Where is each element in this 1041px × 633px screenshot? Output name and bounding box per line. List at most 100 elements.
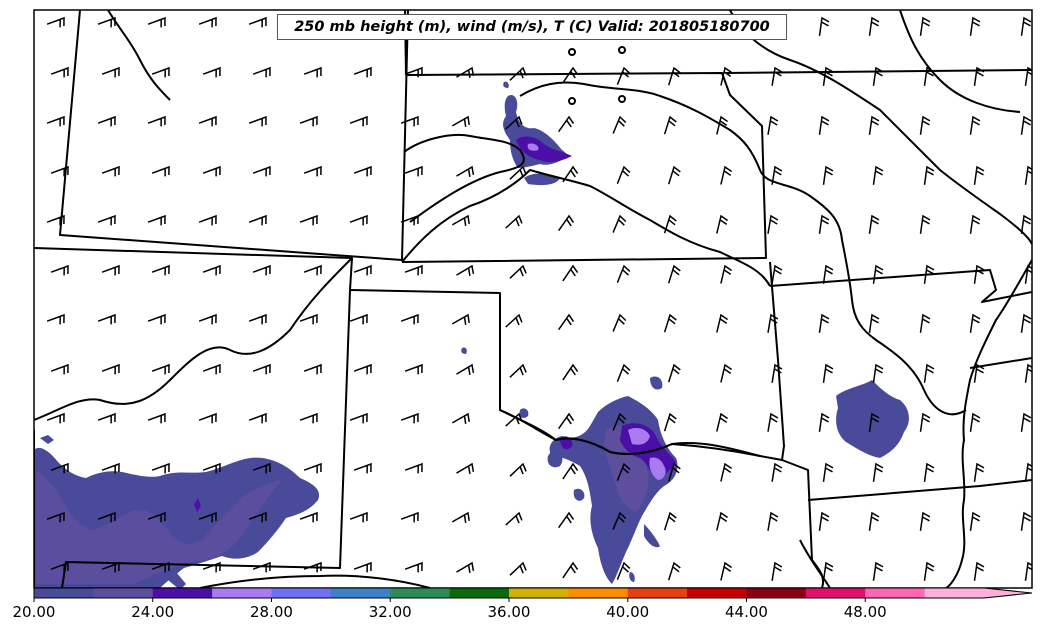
wind-barb bbox=[616, 165, 631, 184]
wind-barb bbox=[353, 561, 372, 573]
wind-barb bbox=[818, 412, 830, 432]
wind-barb bbox=[456, 462, 475, 475]
wind-barb bbox=[868, 313, 880, 333]
wind-barb bbox=[868, 511, 880, 531]
wind-barb bbox=[404, 264, 423, 276]
wind-barb bbox=[456, 363, 475, 376]
wind-barb bbox=[303, 462, 322, 474]
shade-region bbox=[527, 143, 539, 151]
colorbar-bin bbox=[805, 588, 866, 598]
wind-barb bbox=[46, 115, 65, 127]
wind-barb bbox=[505, 412, 523, 427]
wind-barb bbox=[562, 561, 579, 579]
shade-region bbox=[461, 347, 467, 354]
kansas-border bbox=[401, 72, 767, 263]
wind-barb bbox=[767, 115, 779, 135]
wind-barb bbox=[868, 214, 880, 234]
wind-barb bbox=[667, 165, 681, 185]
wind-barb bbox=[202, 561, 221, 573]
wind-barb bbox=[562, 66, 579, 84]
wind-barb bbox=[663, 115, 677, 135]
wind-barb bbox=[303, 363, 322, 375]
wind-barb bbox=[767, 214, 779, 234]
wind-barb bbox=[818, 16, 830, 36]
wind-barb bbox=[822, 264, 834, 284]
wind-barb bbox=[822, 165, 834, 185]
wind-barb bbox=[1024, 561, 1032, 581]
temperature-shading bbox=[34, 81, 909, 588]
wind-barb bbox=[1020, 313, 1032, 333]
wind-barb bbox=[50, 165, 69, 177]
wind-barb bbox=[349, 511, 368, 523]
wind-barb bbox=[1024, 363, 1032, 383]
wind-barb bbox=[252, 66, 271, 78]
wind-barb bbox=[818, 511, 830, 531]
wind-barb bbox=[198, 115, 217, 127]
wind-barb bbox=[872, 66, 884, 86]
wind-barb bbox=[46, 313, 65, 325]
wind-barb bbox=[716, 412, 729, 432]
wind-barb bbox=[923, 363, 935, 383]
wind-barb bbox=[505, 313, 523, 328]
wind-barb bbox=[456, 66, 475, 79]
wind-barb bbox=[557, 115, 575, 133]
wind-barb bbox=[720, 66, 733, 86]
wind-barb bbox=[353, 66, 372, 78]
colorbar-bin bbox=[746, 588, 807, 598]
wind-barb bbox=[969, 214, 981, 234]
wind-barb bbox=[151, 66, 170, 78]
wind-barb bbox=[973, 165, 985, 185]
wind-barb bbox=[252, 561, 271, 573]
wind-barb bbox=[303, 165, 322, 177]
colorbar-tick-label: 28.00 bbox=[250, 603, 293, 621]
wind-barb bbox=[198, 511, 217, 523]
lake bbox=[618, 95, 626, 103]
shade-region bbox=[628, 428, 650, 445]
wind-barb bbox=[451, 511, 470, 524]
wind-barb bbox=[720, 561, 733, 581]
wind-barb bbox=[973, 66, 985, 86]
river-tx bbox=[199, 574, 431, 588]
wind-barb bbox=[919, 115, 931, 135]
colorbar-bin bbox=[390, 588, 451, 598]
wind-barb bbox=[400, 412, 419, 424]
wind-barb bbox=[616, 264, 631, 283]
wind-barb bbox=[667, 462, 681, 482]
colorbar-bin bbox=[330, 588, 391, 598]
colorbar-bin bbox=[865, 588, 926, 598]
wind-barb bbox=[667, 561, 681, 581]
wind-barb bbox=[303, 264, 322, 276]
wind-barb bbox=[1020, 511, 1032, 531]
colorbar-bin bbox=[568, 588, 629, 598]
colorbar-bin bbox=[627, 588, 688, 598]
platte-river bbox=[403, 134, 525, 223]
wind-barb bbox=[46, 16, 65, 28]
wind-barb bbox=[349, 412, 368, 424]
wind-barb bbox=[973, 462, 985, 482]
canadian-river bbox=[34, 257, 353, 421]
wind-barb bbox=[400, 214, 419, 226]
colorbar-bin bbox=[924, 588, 985, 598]
wind-barb bbox=[822, 561, 834, 581]
wind-barb bbox=[1020, 115, 1032, 135]
wind-barb bbox=[509, 165, 527, 180]
wind-barb bbox=[248, 115, 267, 127]
wind-barb bbox=[720, 264, 733, 284]
north-river bbox=[107, 10, 171, 101]
wind-barb bbox=[50, 264, 69, 276]
wind-barb bbox=[969, 16, 981, 36]
wind-barb bbox=[151, 363, 170, 375]
wind-barb bbox=[299, 412, 318, 424]
wind-barb bbox=[509, 363, 527, 378]
wind-barb bbox=[456, 561, 475, 574]
wind-barb bbox=[612, 412, 627, 431]
wind-barb bbox=[353, 165, 372, 177]
wind-barb bbox=[716, 511, 729, 531]
wind-barb bbox=[303, 66, 322, 78]
shade-region bbox=[519, 408, 529, 418]
wind-barb bbox=[667, 264, 681, 284]
wind-barb bbox=[151, 165, 170, 177]
wind-barb bbox=[299, 313, 318, 325]
colorbar-bin bbox=[449, 588, 510, 598]
wind-barb bbox=[616, 462, 631, 481]
